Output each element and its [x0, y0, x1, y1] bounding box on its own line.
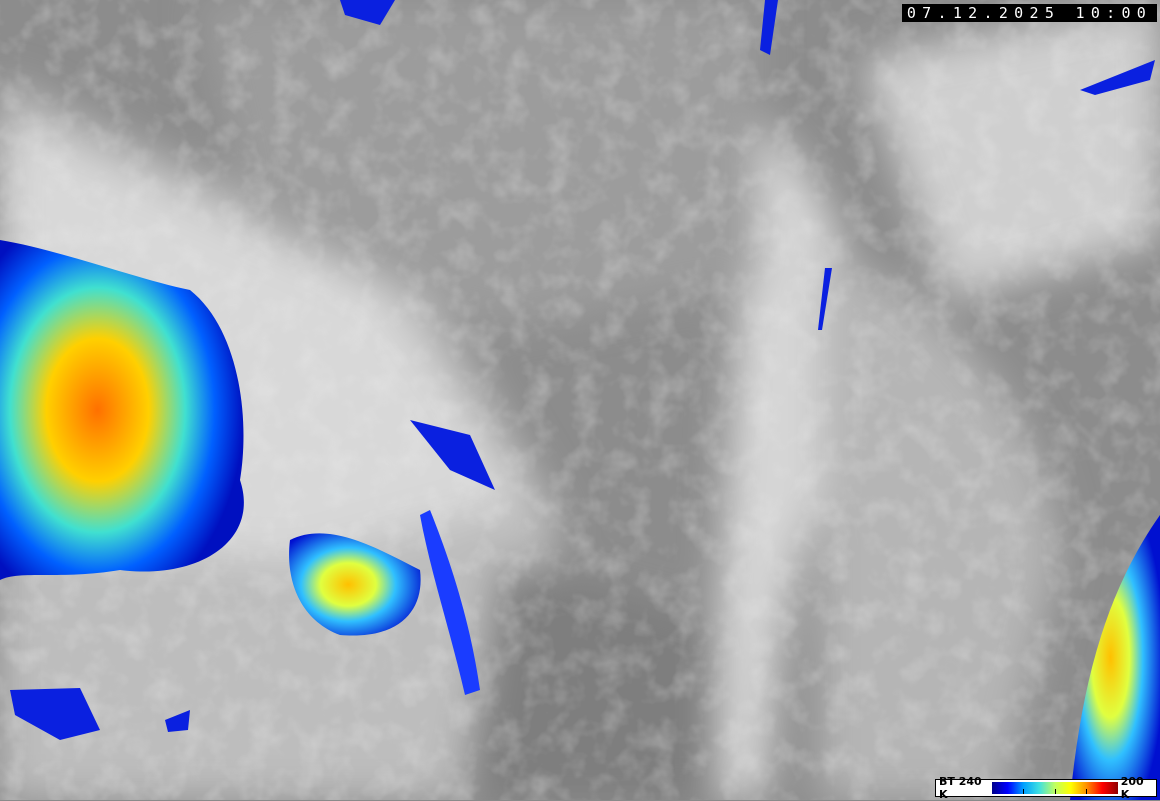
legend-tick: [1023, 789, 1025, 794]
storm-cell-east: [1070, 515, 1160, 800]
legend-tick: [1054, 789, 1056, 794]
legend-colorbar: [991, 782, 1118, 794]
storm-cell-central: [289, 533, 421, 636]
legend-max-label: 200 K: [1120, 775, 1144, 801]
storm-cell-west: [0, 240, 244, 580]
timestamp: 07.12.2025 10:00: [902, 4, 1157, 22]
color-scale-legend: BT 240 K 200 K: [935, 775, 1157, 801]
legend-tick: [1086, 789, 1088, 794]
legend-min-label: BT 240 K: [939, 775, 982, 801]
